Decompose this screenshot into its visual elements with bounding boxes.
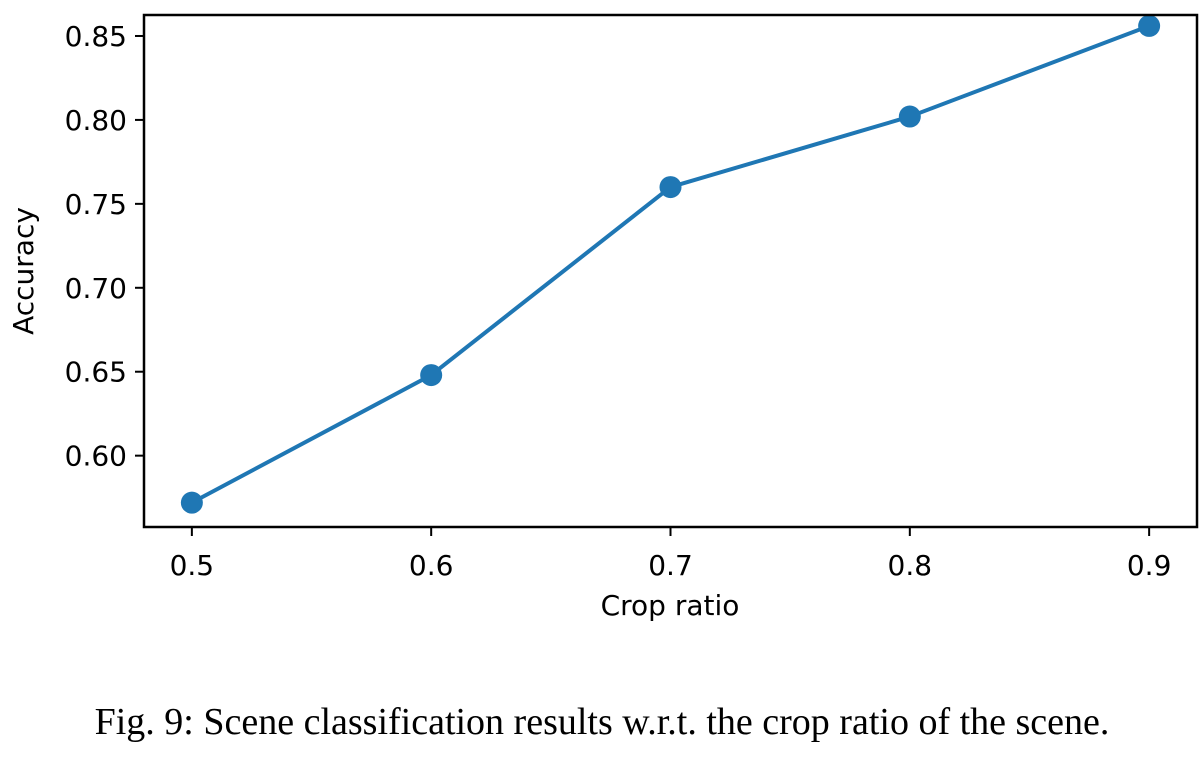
data-point <box>659 176 682 199</box>
figure-caption: Fig. 9: Scene classification results w.r… <box>94 701 1110 743</box>
data-point <box>420 364 443 387</box>
data-point <box>180 491 203 514</box>
x-tick-label: 0.5 <box>170 549 215 582</box>
x-tick-label: 0.8 <box>888 549 933 582</box>
y-tick-label: 0.65 <box>65 356 127 389</box>
x-axis-ticks: 0.5 0.6 0.7 0.8 0.9 <box>170 527 1172 582</box>
y-tick-label: 0.80 <box>65 104 127 137</box>
series-line <box>190 24 1150 505</box>
y-axis-ticks: 0.60 0.65 0.70 0.75 0.80 0.85 <box>65 20 144 473</box>
y-tick-label: 0.70 <box>65 272 127 305</box>
x-tick-label: 0.9 <box>1127 549 1172 582</box>
x-axis-label: Crop ratio <box>601 589 740 622</box>
data-point <box>1138 14 1161 37</box>
y-axis-label: Accuracy <box>7 207 40 335</box>
x-tick-label: 0.6 <box>409 549 454 582</box>
y-tick-label: 0.85 <box>65 20 127 53</box>
y-tick-label: 0.75 <box>65 188 127 221</box>
x-tick-label: 0.7 <box>648 549 693 582</box>
y-tick-label: 0.60 <box>65 440 127 473</box>
plot-area-frame <box>142 13 1199 529</box>
data-point <box>898 105 921 128</box>
series-layer <box>180 14 1161 514</box>
